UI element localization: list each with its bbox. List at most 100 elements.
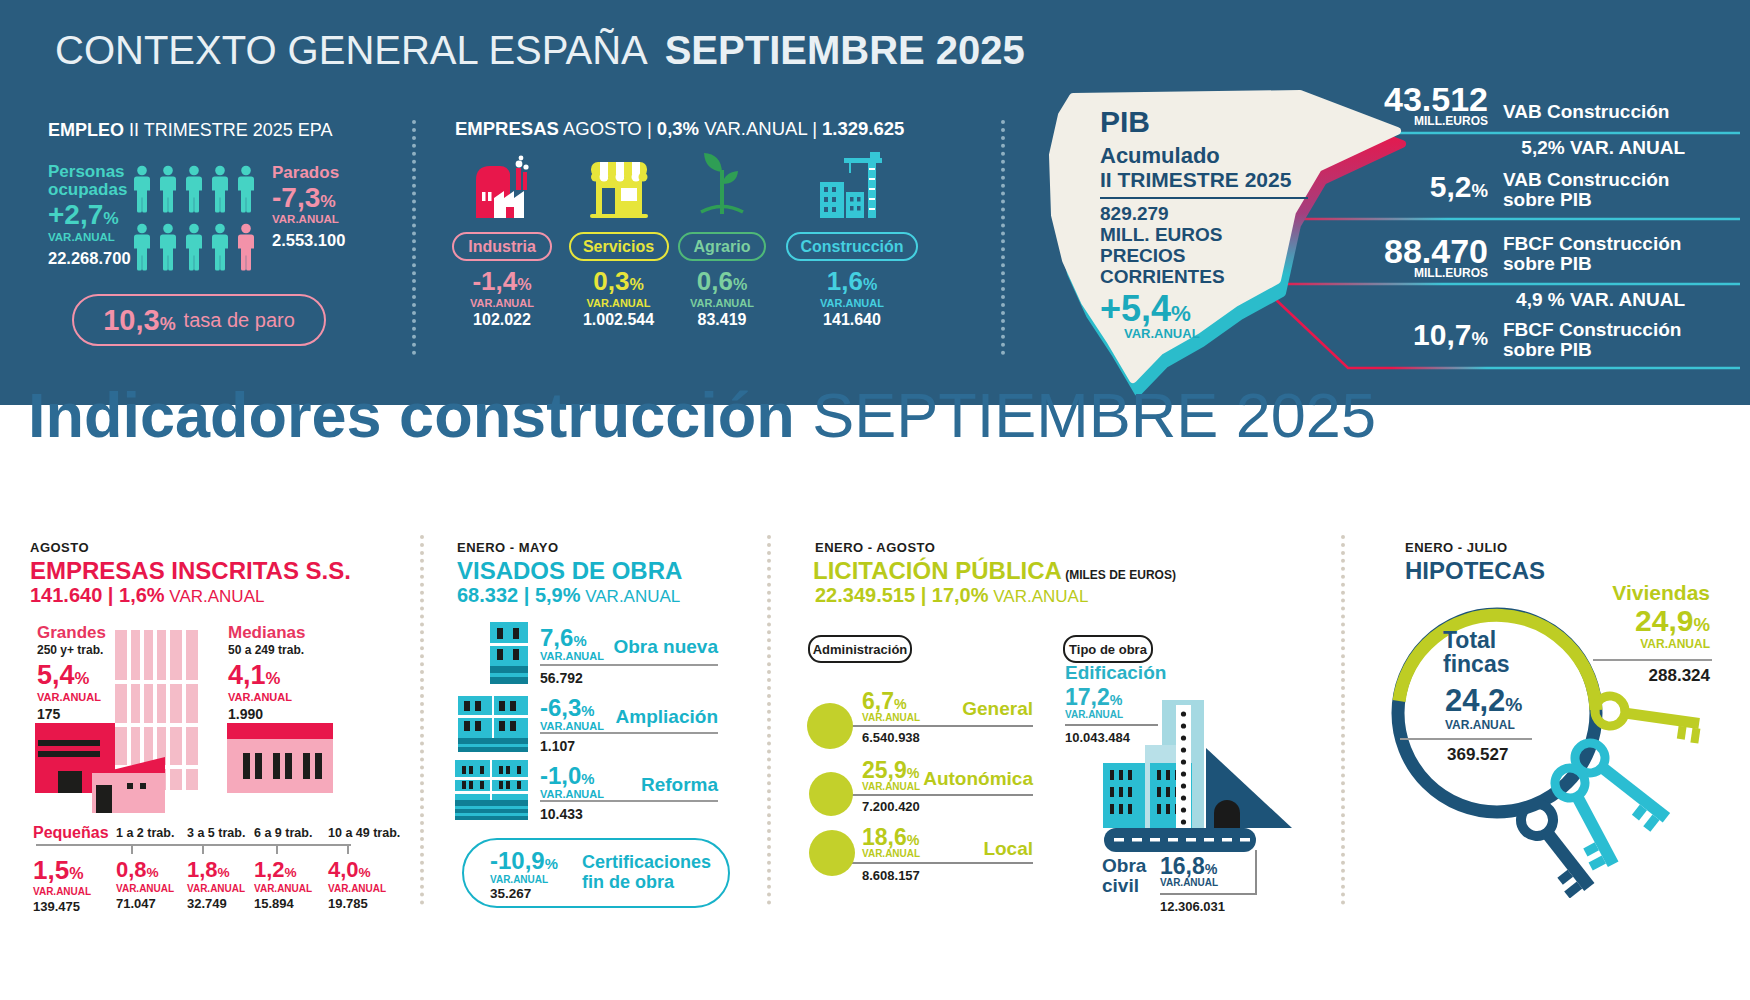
empresas-sep2: | <box>812 118 822 139</box>
sector-servicios-pill: Servicios <box>569 232 669 261</box>
pib-prices-2: CORRIENTES <box>1100 266 1225 287</box>
total-fincas-label: Total fincas <box>1443 628 1538 676</box>
empresas-ss-pct: 1,6% <box>113 584 164 606</box>
divider-col2-col3 <box>767 535 771 905</box>
ocupadas-var: VAR.ANUAL <box>48 231 115 243</box>
autonomica-total: 7.200.420 <box>862 799 920 814</box>
parados-var: VAR.ANUAL <box>272 213 339 225</box>
sector-agrario-pill: Agrario <box>678 232 766 261</box>
pib-unit: MILL. EUROS <box>1100 224 1225 245</box>
obra-civil-var: VAR.ANUAL <box>1160 877 1218 888</box>
vab-sobre-pib-label: VAB Construcción sobre PIB <box>1503 170 1669 210</box>
local-bullet <box>809 830 855 876</box>
pib-amount-block: 829.279 MILL. EUROS PRECIOS CORRIENTES <box>1100 203 1225 287</box>
crane-icon <box>820 148 884 222</box>
size-pequenas: Pequeñas 1,5% VAR.ANUAL 139.475 <box>33 824 115 914</box>
size-6a9-pct: 1,2% <box>254 857 326 883</box>
reforma-label: Reforma <box>560 774 718 796</box>
vab-sobre-pib-pct: 5,2% <box>1340 170 1488 204</box>
sizes-bracket <box>35 843 353 857</box>
empleo-heading: EMPLEO II TRIMESTRE 2025 EPA <box>48 120 332 141</box>
local-total: 8.608.157 <box>862 868 920 883</box>
fbcf-sobre-pib-label: FBCF Construcción sobre PIB <box>1503 320 1681 360</box>
pib-title: PIB <box>1100 105 1150 139</box>
empresas-ss-period: AGOSTO <box>30 540 89 555</box>
sector-industria-var: VAR.ANUAL <box>448 297 556 309</box>
parados-total: 2.553.100 <box>272 231 345 250</box>
empresas-heading-var: VAR.ANUAL <box>699 118 812 139</box>
buildings-illustration <box>30 625 350 820</box>
certificaciones-pct: -10,9% <box>490 847 558 875</box>
sector-construccion: Construcción 1,6% VAR.ANUAL 141.640 <box>786 148 918 329</box>
licitacion-pct: 17,0% <box>926 584 988 606</box>
sector-industria-total: 102.022 <box>448 311 556 329</box>
page-title: CONTEXTO GENERAL ESPAÑA SEPTIEMBRE 2025 <box>55 26 1025 74</box>
size-10a49-var: VAR.ANUAL <box>328 883 406 894</box>
obra-civil-pct: 16,8% <box>1160 853 1217 880</box>
administracion-pill: Administración <box>808 635 912 663</box>
tasa-paro-badge: 10,3% tasa de paro <box>72 294 326 346</box>
total-fincas-pct: 24,2% <box>1445 683 1522 719</box>
size-3a5-var: VAR.ANUAL <box>187 883 257 894</box>
certificaciones-box: -10,9% VAR.ANUAL 35.267 Certificaciones … <box>462 838 730 908</box>
reforma-total: 10.433 <box>540 806 583 822</box>
size-pequenas-total: 139.475 <box>33 899 115 914</box>
certificaciones-label: Certificaciones fin de obra <box>582 852 712 892</box>
tipo-obra-pill: Tipo de obra <box>1063 635 1153 663</box>
visados-total: 68.332 | <box>457 584 529 606</box>
vab-sobre-pib-label-2: sobre PIB <box>1503 190 1669 210</box>
ampliacion-total: 1.107 <box>540 738 575 754</box>
pib-pct: +5,4% <box>1100 288 1191 330</box>
ocupadas-pct: +2,7% <box>48 199 119 231</box>
ampliacion-rule <box>540 732 718 734</box>
divider-col3-col4 <box>1341 535 1345 905</box>
general-bullet <box>807 703 853 749</box>
reforma-rule <box>540 800 718 802</box>
fbcf-label-2: sobre PIB <box>1503 254 1681 274</box>
empleo-heading-rest: II TRIMESTRE 2025 EPA <box>124 120 332 140</box>
sector-agrario: Agrario 0,6% VAR.ANUAL 83.419 <box>672 148 772 329</box>
visados-var: VAR.ANUAL <box>580 587 680 606</box>
people-pictogram <box>133 165 263 280</box>
size-10a49: 10 a 49 trab. 4,0% VAR.ANUAL 19.785 <box>328 826 406 911</box>
fbcf-var-anual: 4,9 % VAR. ANUAL <box>1400 289 1685 311</box>
empleo-heading-bold: EMPLEO <box>48 120 124 140</box>
sector-servicios: Servicios 0,3% VAR.ANUAL 1.002.544 <box>566 148 671 329</box>
obra-civil-illustration <box>1100 692 1300 857</box>
section-title-bold: Indicadores construcción <box>28 380 795 450</box>
sector-industria-pill: Industria <box>452 232 552 261</box>
empresas-ss-title: EMPRESAS INSCRITAS S.S. <box>30 557 351 585</box>
sector-construccion-var: VAR.ANUAL <box>786 297 918 309</box>
licitacion-title: LICITACIÓN PÚBLICA <box>813 557 1062 584</box>
local-rule <box>832 862 1033 864</box>
obra-nueva-rule <box>540 664 718 666</box>
sprout-icon <box>697 148 747 222</box>
building-small-icon <box>490 622 528 684</box>
visados-pct: 5,9% <box>529 584 580 606</box>
size-6a9: 6 a 9 trab. 1,2% VAR.ANUAL 15.894 <box>254 826 326 911</box>
sector-construccion-pill: Construcción <box>786 232 918 261</box>
obra-civil-label: Obra civil <box>1102 856 1162 896</box>
general-total: 6.540.938 <box>862 730 920 745</box>
obra-civil-connector <box>1255 850 1257 895</box>
autonomica-rule <box>832 794 1033 796</box>
empresas-heading-total: 1.329.625 <box>822 118 904 139</box>
visados-summary: 68.332 | 5,9% VAR.ANUAL <box>457 584 680 607</box>
sector-industria: Industria -1,4% VAR.ANUAL 102.022 <box>448 148 556 329</box>
total-fincas-var: VAR.ANUAL <box>1445 718 1515 732</box>
key-olive <box>1592 694 1703 744</box>
licitacion-total: 22.349.515 | <box>815 584 926 606</box>
licitacion-title-suffix: (MILES DE EUROS) <box>1062 568 1176 582</box>
licitacion-period: ENERO - AGOSTO <box>815 540 935 555</box>
sector-agrario-total: 83.419 <box>672 311 772 329</box>
size-1a2: 1 a 2 trab. 0,8% VAR.ANUAL 71.047 <box>116 826 186 911</box>
licitacion-title-row: LICITACIÓN PÚBLICA (MILES DE EUROS) <box>813 557 1176 585</box>
certificaciones-total: 35.267 <box>490 886 531 901</box>
factory-icon <box>474 148 530 222</box>
empresas-ss-var: VAR.ANUAL <box>165 587 265 606</box>
fbcf-amount-unit: MILL.EUROS <box>1340 266 1488 280</box>
sector-servicios-total: 1.002.544 <box>566 311 671 329</box>
tasa-paro-pct: 10,3% <box>103 304 175 337</box>
vab-sobre-pib-label-1: VAB Construcción <box>1503 170 1669 190</box>
visados-period: ENERO - MAYO <box>457 540 559 555</box>
